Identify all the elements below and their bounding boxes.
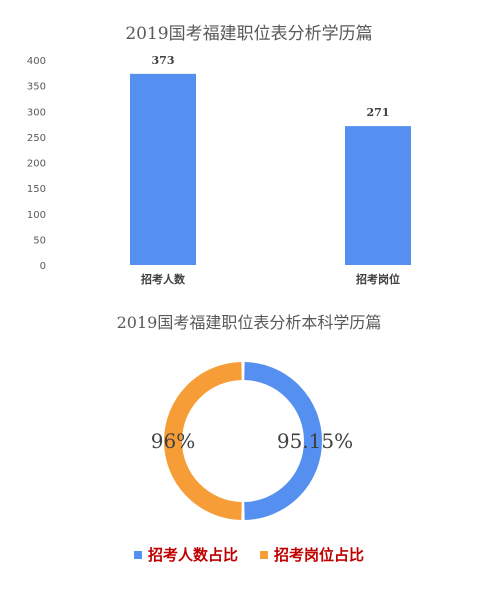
y-tick-label: 400 xyxy=(27,56,46,67)
y-tick-label: 350 xyxy=(27,82,46,93)
legend-swatch-orange xyxy=(260,550,268,559)
donut-label-people: 95.15% xyxy=(277,429,353,453)
bar-chart-title: 2019国考福建职位表分析学历篇 xyxy=(125,24,373,44)
y-tick-label: 150 xyxy=(27,184,46,195)
donut-label-posts: 96% xyxy=(151,429,195,453)
y-tick-label: 50 xyxy=(33,235,46,246)
donut-legend: 招考人数占比 招考岗位占比 xyxy=(0,544,498,565)
x-category-label: 招考岗位 xyxy=(356,272,400,286)
bar-data-label: 373 xyxy=(152,54,175,67)
y-tick-label: 200 xyxy=(27,159,46,170)
legend-item-posts: 招考岗位占比 xyxy=(260,544,364,565)
donut-slice-people xyxy=(244,362,323,520)
legend-swatch-blue xyxy=(133,550,142,559)
y-tick-label: 250 xyxy=(27,133,46,144)
legend-label-posts: 招考岗位占比 xyxy=(274,546,365,564)
x-category-label: 招考人数 xyxy=(141,272,186,286)
bar-1 xyxy=(130,73,196,266)
y-tick-label: 0 xyxy=(40,261,46,272)
y-tick-label: 300 xyxy=(27,107,46,118)
donut-chart-title: 2019国考福建职位表分析本科学历篇 xyxy=(116,313,382,332)
legend-item-people: 招考人数占比 xyxy=(133,544,238,565)
bar-data-label: 271 xyxy=(367,106,390,119)
bar-2 xyxy=(345,126,411,265)
y-tick-label: 100 xyxy=(27,210,46,221)
donut-slice-posts xyxy=(163,362,242,520)
legend-label-people: 招考人数占比 xyxy=(147,546,238,564)
